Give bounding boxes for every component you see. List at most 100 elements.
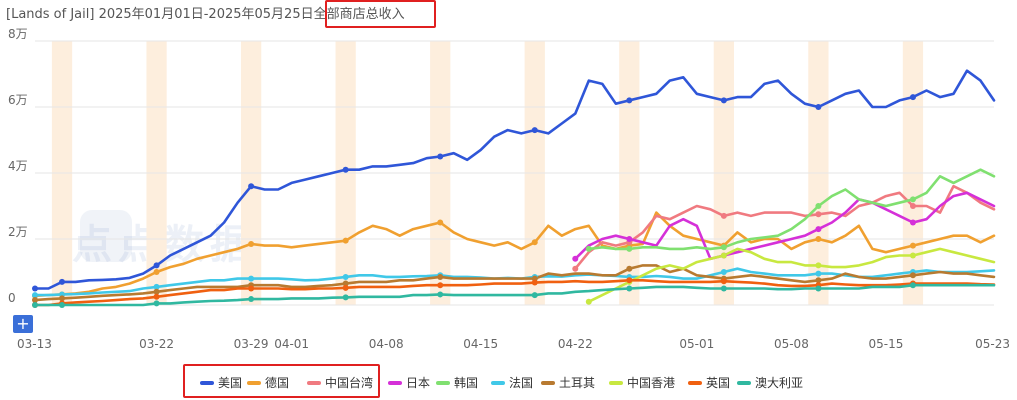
data-point [153, 288, 160, 295]
legend-swatch [737, 381, 751, 385]
y-tick-label: 8万 [8, 27, 28, 41]
data-point [342, 280, 349, 287]
watermark-logo [80, 210, 132, 262]
data-point [531, 279, 538, 286]
y-axis-ticks: 0 2万 4万 6万 8万 [8, 27, 28, 305]
data-point [153, 283, 160, 290]
data-point [720, 212, 727, 219]
data-point [32, 292, 38, 299]
data-point [815, 270, 822, 277]
data-point [909, 219, 916, 226]
data-point [815, 104, 822, 110]
data-point [720, 278, 727, 285]
data-point [153, 293, 160, 300]
data-point [909, 252, 916, 259]
legend-swatch [688, 381, 702, 385]
chart-title: [Lands of Jail] 2025年01月01日-2025年05月25日全… [6, 3, 405, 22]
data-point [815, 236, 822, 242]
x-tick-label: 04-01 [274, 337, 309, 351]
data-point [720, 269, 727, 275]
metric-dropdown[interactable]: 全部商店总收入 [313, 7, 405, 22]
data-point [32, 285, 38, 292]
legend-swatch [491, 381, 505, 385]
legend-item[interactable]: 法国 [509, 376, 533, 390]
title-highlight-box [325, 0, 436, 28]
data-point [342, 273, 349, 280]
legend-item[interactable]: 澳大利亚 [755, 376, 803, 390]
data-point [342, 294, 349, 301]
data-point [909, 282, 916, 289]
legend: 美国 德国 中国台湾 日本 韩国 法国 土耳其 中国香港 英国 澳大利亚 [200, 375, 803, 390]
series-line [33, 279, 996, 307]
y-tick-label: 0 [8, 291, 16, 305]
data-point [59, 302, 66, 308]
legend-swatch [609, 381, 623, 385]
series-line [587, 247, 996, 303]
data-point [248, 296, 255, 303]
data-point [32, 297, 38, 304]
legend-swatch [200, 381, 214, 385]
data-point [248, 183, 255, 190]
series-line [33, 283, 996, 307]
data-point [585, 298, 592, 305]
title-prefix: [Lands of Jail] 2025年01月01日-2025年05月25日 [6, 7, 314, 22]
legend-swatch [541, 381, 555, 385]
data-point [437, 219, 444, 226]
data-point [909, 94, 916, 101]
legend-item[interactable]: 美国 [218, 376, 242, 390]
data-point [909, 196, 916, 203]
gridlines [35, 40, 994, 306]
zoom-in-button[interactable]: + [13, 315, 33, 333]
legend-item[interactable]: 日本 [406, 376, 430, 390]
x-tick-label: 04-08 [369, 337, 404, 351]
data-point [572, 265, 579, 272]
legend-item[interactable]: 德国 [265, 375, 289, 390]
line-chart: 0 2万 4万 6万 8万 03-13 03-22 03-29 04-01 04-08 04-15… [8, 27, 1010, 351]
data-point [626, 277, 633, 284]
data-point [531, 292, 538, 299]
data-point [59, 295, 66, 302]
data-point [342, 284, 349, 291]
data-point [153, 262, 160, 269]
series-lines [33, 69, 996, 307]
data-point [720, 244, 727, 251]
legend-highlight-box [183, 364, 380, 398]
data-point [815, 203, 822, 209]
legend-swatch [247, 381, 261, 385]
data-point [909, 203, 916, 209]
data-point [909, 272, 916, 279]
data-point [626, 97, 633, 104]
x-tick-label: 03-22 [139, 337, 174, 351]
data-point [815, 277, 822, 284]
data-point [248, 240, 255, 247]
data-point [720, 97, 727, 104]
data-point [248, 285, 255, 292]
data-point [815, 262, 822, 269]
legend-item[interactable]: 土耳其 [559, 376, 595, 390]
legend-item[interactable]: 中国香港 [627, 375, 675, 390]
series-line [33, 211, 996, 298]
data-point [585, 245, 592, 252]
data-point [59, 278, 66, 285]
data-point [342, 237, 349, 244]
data-point [815, 285, 822, 292]
data-point [153, 269, 160, 275]
series-line [574, 184, 996, 270]
x-tick-label: 03-29 [234, 337, 269, 351]
data-point [815, 226, 822, 233]
x-tick-label: 05-08 [774, 337, 809, 351]
legend-swatch [388, 381, 402, 385]
data-point [437, 282, 444, 289]
legend-item[interactable]: 中国台湾 [325, 375, 373, 390]
series-line [587, 168, 996, 251]
x-tick-label: 04-22 [558, 337, 593, 351]
legend-item[interactable]: 韩国 [454, 375, 478, 390]
data-point [531, 239, 538, 246]
x-tick-label: 05-23 [975, 337, 1010, 351]
data-point [572, 255, 579, 262]
legend-item[interactable]: 英国 [706, 376, 730, 390]
data-point [720, 252, 727, 259]
series-line [574, 191, 996, 261]
series-line [33, 267, 996, 297]
y-tick-label: 6万 [8, 93, 28, 107]
